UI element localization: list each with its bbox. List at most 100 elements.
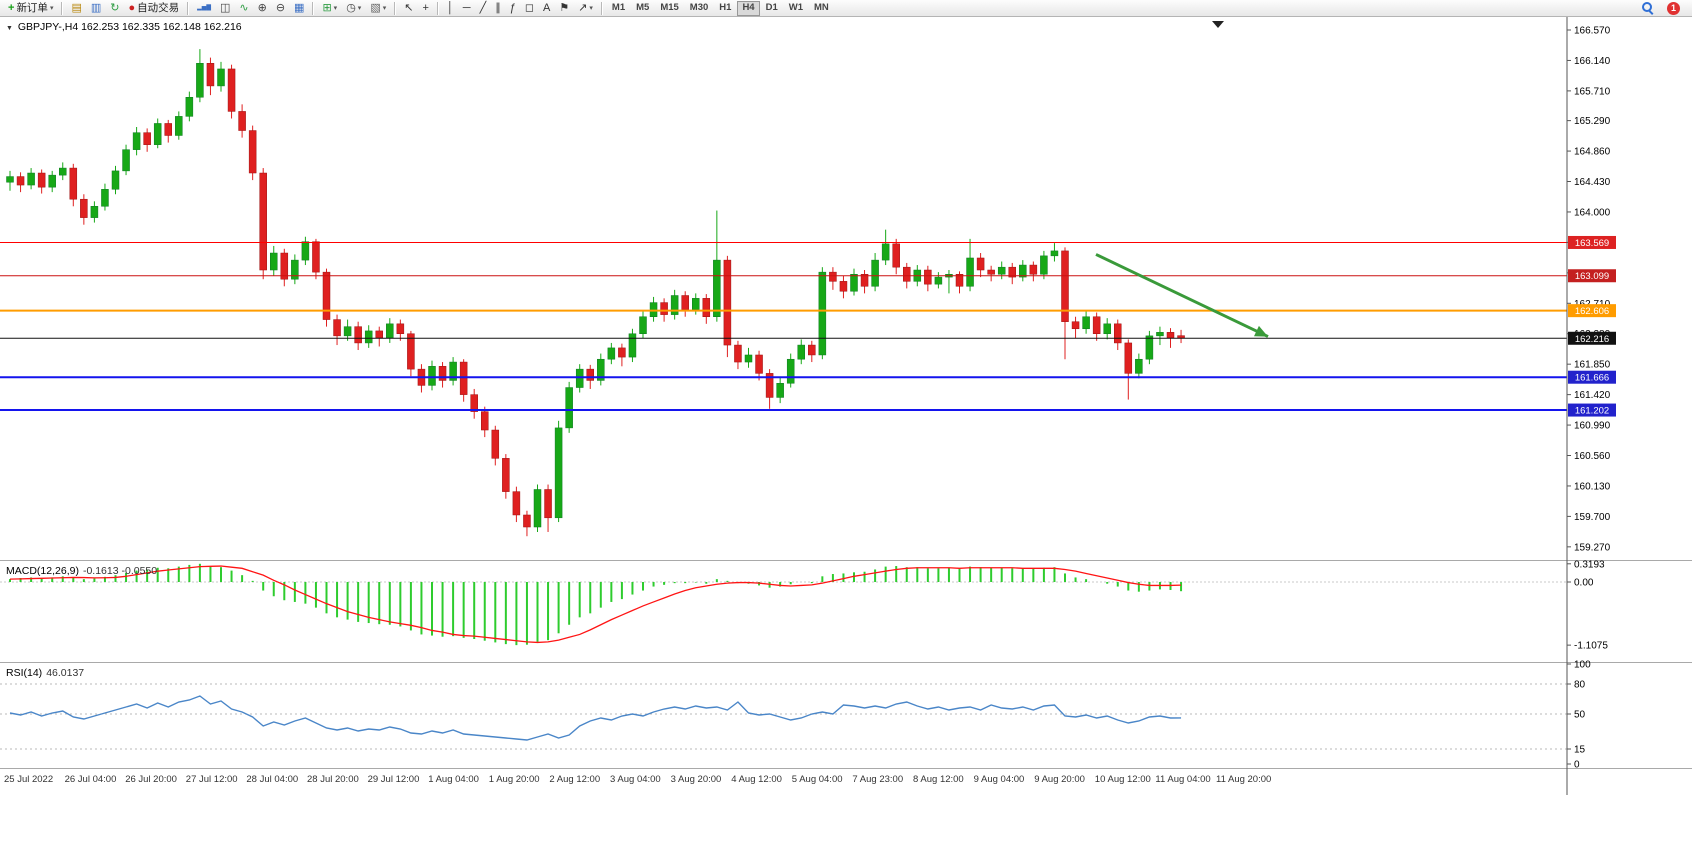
price-badge — [1568, 304, 1616, 318]
market-watch-button[interactable]: ▤ — [67, 1, 85, 16]
axis-tick-label: 160.560 — [1574, 451, 1611, 462]
candle-body — [903, 266, 911, 282]
timeframe-d1-button[interactable]: D1 — [761, 1, 783, 16]
timeframe-m30-button[interactable]: M30 — [685, 1, 713, 16]
trend-arrow[interactable] — [1095, 253, 1269, 338]
candle-body — [755, 354, 763, 374]
price-badge-label: 163.099 — [1575, 271, 1609, 282]
axis-tick-label: 165.710 — [1574, 86, 1611, 97]
price-axis[interactable]: 166.570 166.140 165.710 165.290 164.860 164.4… — [1566, 17, 1616, 795]
timeframe-h4-button[interactable]: H4 — [737, 0, 760, 16]
candle-body — [59, 167, 67, 176]
label-tool-button[interactable]: ⚑ — [555, 1, 573, 16]
periods-button[interactable]: ◷ ▾ — [342, 1, 365, 16]
time-axis[interactable]: 25 Jul 2022 26 Jul 04:00 26 Jul 20:00 27 Ju… — [4, 774, 1271, 785]
rsi-panel — [0, 683, 1567, 750]
candle-body — [1008, 266, 1016, 278]
notification-badge[interactable]: 1 — [1667, 1, 1680, 15]
candle-body — [364, 330, 373, 344]
crosshair-button[interactable]: + — [418, 1, 432, 16]
candle-body — [1145, 335, 1154, 360]
chart-canvas[interactable]: 166.570 166.140 165.710 165.290 164.860 164.4… — [0, 17, 1692, 841]
time-axis-label: 3 Aug 20:00 — [671, 774, 722, 785]
arrows-tool-button[interactable]: ↗ ▾ — [574, 1, 597, 16]
candlestick-chart-icon: ◫ — [219, 1, 231, 14]
candlestick-chart-button[interactable]: ◫ — [216, 1, 234, 16]
toolbar-separator — [312, 1, 315, 15]
bar-chart-button[interactable]: ▂▅▇ — [193, 1, 215, 16]
data-window-button[interactable]: ▥ — [87, 1, 105, 16]
time-axis-label: 7 Aug 23:00 — [852, 774, 903, 785]
panel-separator[interactable] — [0, 560, 1692, 561]
axis-tick-label: 80 — [1574, 680, 1586, 691]
text-tool-button[interactable]: A — [539, 1, 554, 16]
candle-body — [407, 333, 415, 370]
periods-icon: ◷ — [346, 1, 356, 14]
trendline-button[interactable]: ╱ — [476, 1, 491, 16]
candle-body — [69, 167, 78, 200]
price-badge — [1568, 235, 1616, 249]
horizontal-line-button[interactable]: ─ — [459, 1, 475, 16]
candle-body — [481, 411, 489, 431]
axis-tick-label: 100 — [1574, 660, 1591, 671]
new-order-button[interactable]: + 新订单 ▾ — [4, 1, 57, 16]
time-axis-label: 3 Aug 04:00 — [610, 774, 661, 785]
time-axis-label: 1 Aug 04:00 — [428, 774, 479, 785]
candle-body — [37, 172, 46, 188]
tile-windows-button[interactable]: ▦ — [290, 1, 308, 16]
autotrade-button[interactable]: ● 自动交易 — [124, 1, 183, 16]
timeframe-w1-button[interactable]: W1 — [784, 1, 808, 16]
panel-separator-highlight — [0, 769, 1692, 770]
candle-body — [449, 361, 457, 381]
panel-separator[interactable] — [0, 662, 1692, 663]
panel-separator[interactable] — [0, 768, 1692, 769]
shapes-button[interactable]: ◻ — [521, 1, 538, 16]
toolbar-separator — [187, 1, 190, 15]
search-icon[interactable] — [1642, 1, 1655, 15]
crosshair-icon: + — [422, 1, 429, 14]
line-chart-button[interactable]: ∿ — [235, 1, 252, 16]
zoom-in-button[interactable]: ⊕ — [254, 1, 271, 16]
timeframe-m15-button[interactable]: M15 — [655, 1, 683, 16]
zoom-out-button[interactable]: ⊖ — [272, 1, 289, 16]
candle-body — [692, 298, 700, 310]
refresh-icon: ↻ — [110, 1, 120, 14]
candle-body — [966, 257, 974, 287]
timeframe-h1-button[interactable]: H1 — [714, 1, 736, 16]
arrows-tool-icon: ↗ — [578, 1, 588, 14]
candle-body — [533, 489, 542, 528]
bar-chart-icon: ▂▅▇ — [197, 5, 211, 11]
timeframe-mn-button[interactable]: MN — [809, 1, 834, 16]
candle-body — [871, 259, 879, 287]
timeframe-m5-button[interactable]: M5 — [631, 1, 654, 16]
candle-body — [164, 123, 172, 136]
fibonacci-button[interactable]: ƒ — [506, 1, 520, 16]
channel-button[interactable]: ∥ — [491, 1, 505, 16]
chevron-down-icon[interactable]: ▼ — [6, 25, 13, 32]
vertical-line-button[interactable]: │ — [443, 1, 458, 16]
candle-body — [375, 330, 383, 339]
timeframe-m1-button[interactable]: M1 — [607, 1, 630, 16]
axis-tick-label: 165.290 — [1574, 116, 1611, 127]
candle-body — [322, 271, 331, 320]
axis-tick-label: 15 — [1574, 745, 1586, 756]
market-watch-icon: ▤ — [71, 1, 82, 14]
refresh-button[interactable]: ↻ — [106, 1, 123, 16]
candle-body — [438, 366, 447, 381]
candle-body — [607, 347, 616, 360]
chart-shift-marker[interactable] — [1212, 21, 1224, 28]
candle-body — [343, 326, 352, 337]
rsi-line — [9, 695, 1182, 741]
candle-body — [101, 189, 109, 207]
candle-body — [428, 366, 436, 386]
toolbar-separator — [61, 1, 64, 15]
new-order-icon: + — [8, 1, 15, 14]
price-badge — [1568, 403, 1616, 417]
candle-body — [987, 269, 995, 275]
candle-body — [333, 319, 341, 337]
macd-indicator-label: MACD(12,26,9) -0.1613 -0.0550 — [6, 565, 157, 577]
indicators-button[interactable]: ⊞ ▾ — [318, 1, 341, 16]
cursor-button[interactable]: ↖ — [400, 1, 417, 16]
templates-button[interactable]: ▧ ▾ — [366, 1, 390, 16]
